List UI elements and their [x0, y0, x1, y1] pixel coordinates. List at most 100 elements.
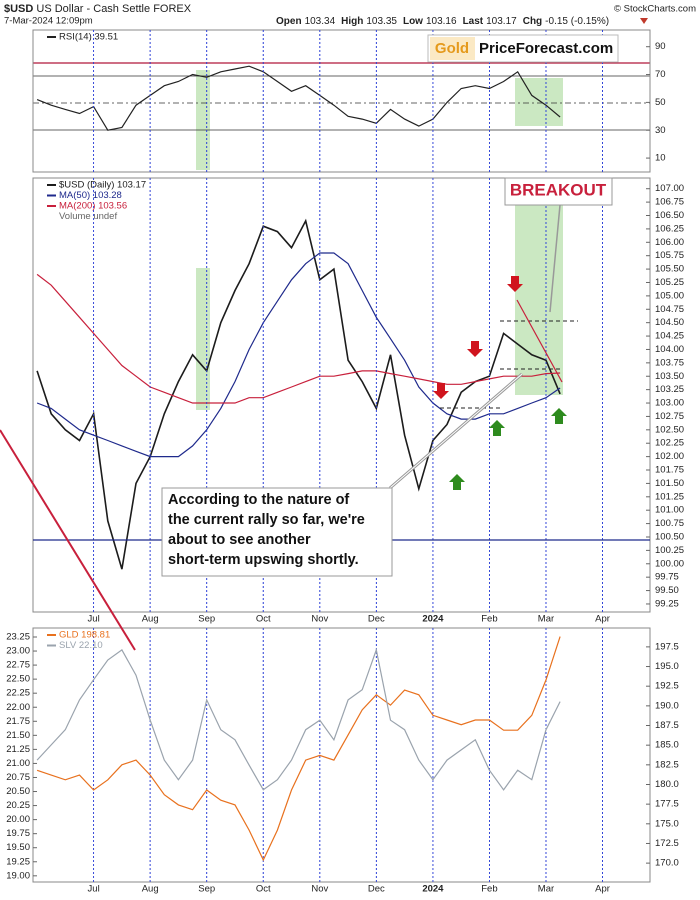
- y-tick-label: 20.25: [6, 800, 30, 811]
- y2-tick-label: 170.0: [655, 858, 679, 869]
- y-tick-label: 19.00: [6, 870, 30, 881]
- x-tick-label: Jul: [88, 614, 100, 625]
- y-tick-label: 105.75: [655, 250, 684, 261]
- symbol: $USD: [4, 3, 33, 15]
- exchange: FOREX: [153, 3, 192, 15]
- note-line: According to the nature of: [168, 492, 349, 508]
- y-tick-label: 101.75: [655, 465, 684, 476]
- logo-site: PriceForecast.com: [479, 40, 613, 57]
- legend-entry: $USD (Daily) 103.17: [59, 180, 146, 191]
- up-arrow: [489, 420, 505, 436]
- y-tick-label: 19.50: [6, 842, 30, 853]
- panel-frame: [32, 177, 651, 613]
- down-arrows: [433, 276, 523, 399]
- x-tick-label: Oct: [256, 614, 271, 625]
- y-tick-label: 101.25: [655, 491, 684, 502]
- y2-tick-label: 177.5: [655, 799, 679, 810]
- x-tick-label: Feb: [481, 884, 497, 895]
- quote-value: 103.35: [366, 16, 397, 27]
- y-tick-label: 106.00: [655, 237, 684, 248]
- note-line: about to see another: [168, 532, 311, 548]
- y-tick-label: 105.00: [655, 290, 684, 301]
- y-tick-label: 102.75: [655, 411, 684, 422]
- y-tick-label: 103.50: [655, 371, 684, 382]
- y-tick-label: 22.50: [6, 674, 30, 685]
- y-tick-label: 100.50: [655, 532, 684, 543]
- legend-entry: GLD 198.81: [59, 630, 110, 641]
- x-tick-label: Apr: [595, 614, 610, 625]
- y-tick-label: 30: [655, 125, 666, 136]
- y-tick-label: 103.25: [655, 384, 684, 395]
- y-tick-label: 22.75: [6, 660, 30, 671]
- quote-value: 103.17: [486, 16, 517, 27]
- y2-tick-label: 195.0: [655, 661, 679, 672]
- x-tick-label: Sep: [198, 884, 215, 895]
- y2-tick-label: 197.5: [655, 641, 679, 652]
- y-tick-label: 101.00: [655, 505, 684, 516]
- y-tick-label: 50: [655, 97, 666, 108]
- y2-tick-label: 190.0: [655, 700, 679, 711]
- y-tick-label: 21.25: [6, 744, 30, 755]
- y-tick-label: 99.75: [655, 572, 679, 583]
- y-tick-label: 22.25: [6, 688, 30, 699]
- x-tick-label: Dec: [368, 884, 385, 895]
- y-tick-label: 101.50: [655, 478, 684, 489]
- highlight-region: [515, 200, 563, 395]
- quote-label: High: [341, 16, 363, 27]
- timestamp: 7-Mar-2024 12:09pm: [4, 16, 93, 27]
- x-tick-label: Mar: [538, 614, 554, 625]
- y-tick-label: 104.25: [655, 331, 684, 342]
- quote-value: 103.34: [305, 16, 336, 27]
- callout-pointer: [389, 373, 523, 489]
- y2-tick-label: 187.5: [655, 720, 679, 731]
- y2-tick-label: 175.0: [655, 818, 679, 829]
- series-line: [36, 273, 561, 404]
- y-tick-label: 107.00: [655, 183, 684, 194]
- highlight-region: [196, 70, 210, 170]
- legend-entry: MA(50) 103.28: [59, 190, 122, 201]
- y-tick-label: 104.50: [655, 317, 684, 328]
- y-tick-label: 19.25: [6, 856, 30, 867]
- y-tick-label: 105.25: [655, 277, 684, 288]
- note-line: short-term upswing shortly.: [168, 552, 359, 568]
- y-tick-label: 103.00: [655, 398, 684, 409]
- y-tick-label: 20.50: [6, 786, 30, 797]
- y-tick-label: 104.00: [655, 344, 684, 355]
- x-tick-label: Mar: [538, 884, 554, 895]
- down-arrow: [433, 383, 449, 399]
- series-line: [36, 636, 561, 862]
- callout-pointer: [549, 204, 561, 313]
- legend-entry: SLV 22.10: [59, 640, 103, 651]
- y2-tick-label: 185.0: [655, 740, 679, 751]
- up-arrows: [449, 408, 567, 490]
- x-tick-label: Aug: [142, 884, 159, 895]
- y-tick-label: 20.75: [6, 772, 30, 783]
- logo-gold: Gold: [435, 40, 469, 57]
- x-tick-label: Sep: [198, 614, 215, 625]
- series-line: [36, 252, 561, 458]
- x-tick-label: Feb: [481, 614, 497, 625]
- breakout-box: [504, 177, 613, 206]
- y2-tick-label: 172.5: [655, 838, 679, 849]
- x-tick-label: 2024: [422, 884, 444, 895]
- x-tick-label: Apr: [595, 884, 610, 895]
- y-tick-label: 23.25: [6, 632, 30, 643]
- y-tick-label: 21.00: [6, 758, 30, 769]
- quote-value: 103.16: [426, 16, 457, 27]
- y-tick-label: 102.50: [655, 424, 684, 435]
- y-tick-label: 21.75: [6, 716, 30, 727]
- x-tick-label: Aug: [142, 614, 159, 625]
- header-title: $USD US Dollar - Cash Settle FOREX: [4, 3, 192, 15]
- legend-entry: RSI(14) 39.51: [59, 32, 118, 43]
- y-tick-label: 20.00: [6, 814, 30, 825]
- logo-gold-bg: [430, 37, 475, 60]
- y-tick-label: 104.75: [655, 304, 684, 315]
- y-tick-label: 106.50: [655, 210, 684, 221]
- change-down-icon: [640, 18, 648, 24]
- quote-label: Low: [403, 16, 423, 27]
- legend-entry: MA(200) 103.56: [59, 201, 127, 212]
- trend-line: [516, 299, 563, 383]
- y-tick-label: 99.25: [655, 598, 679, 609]
- trend-line: [0, 429, 136, 651]
